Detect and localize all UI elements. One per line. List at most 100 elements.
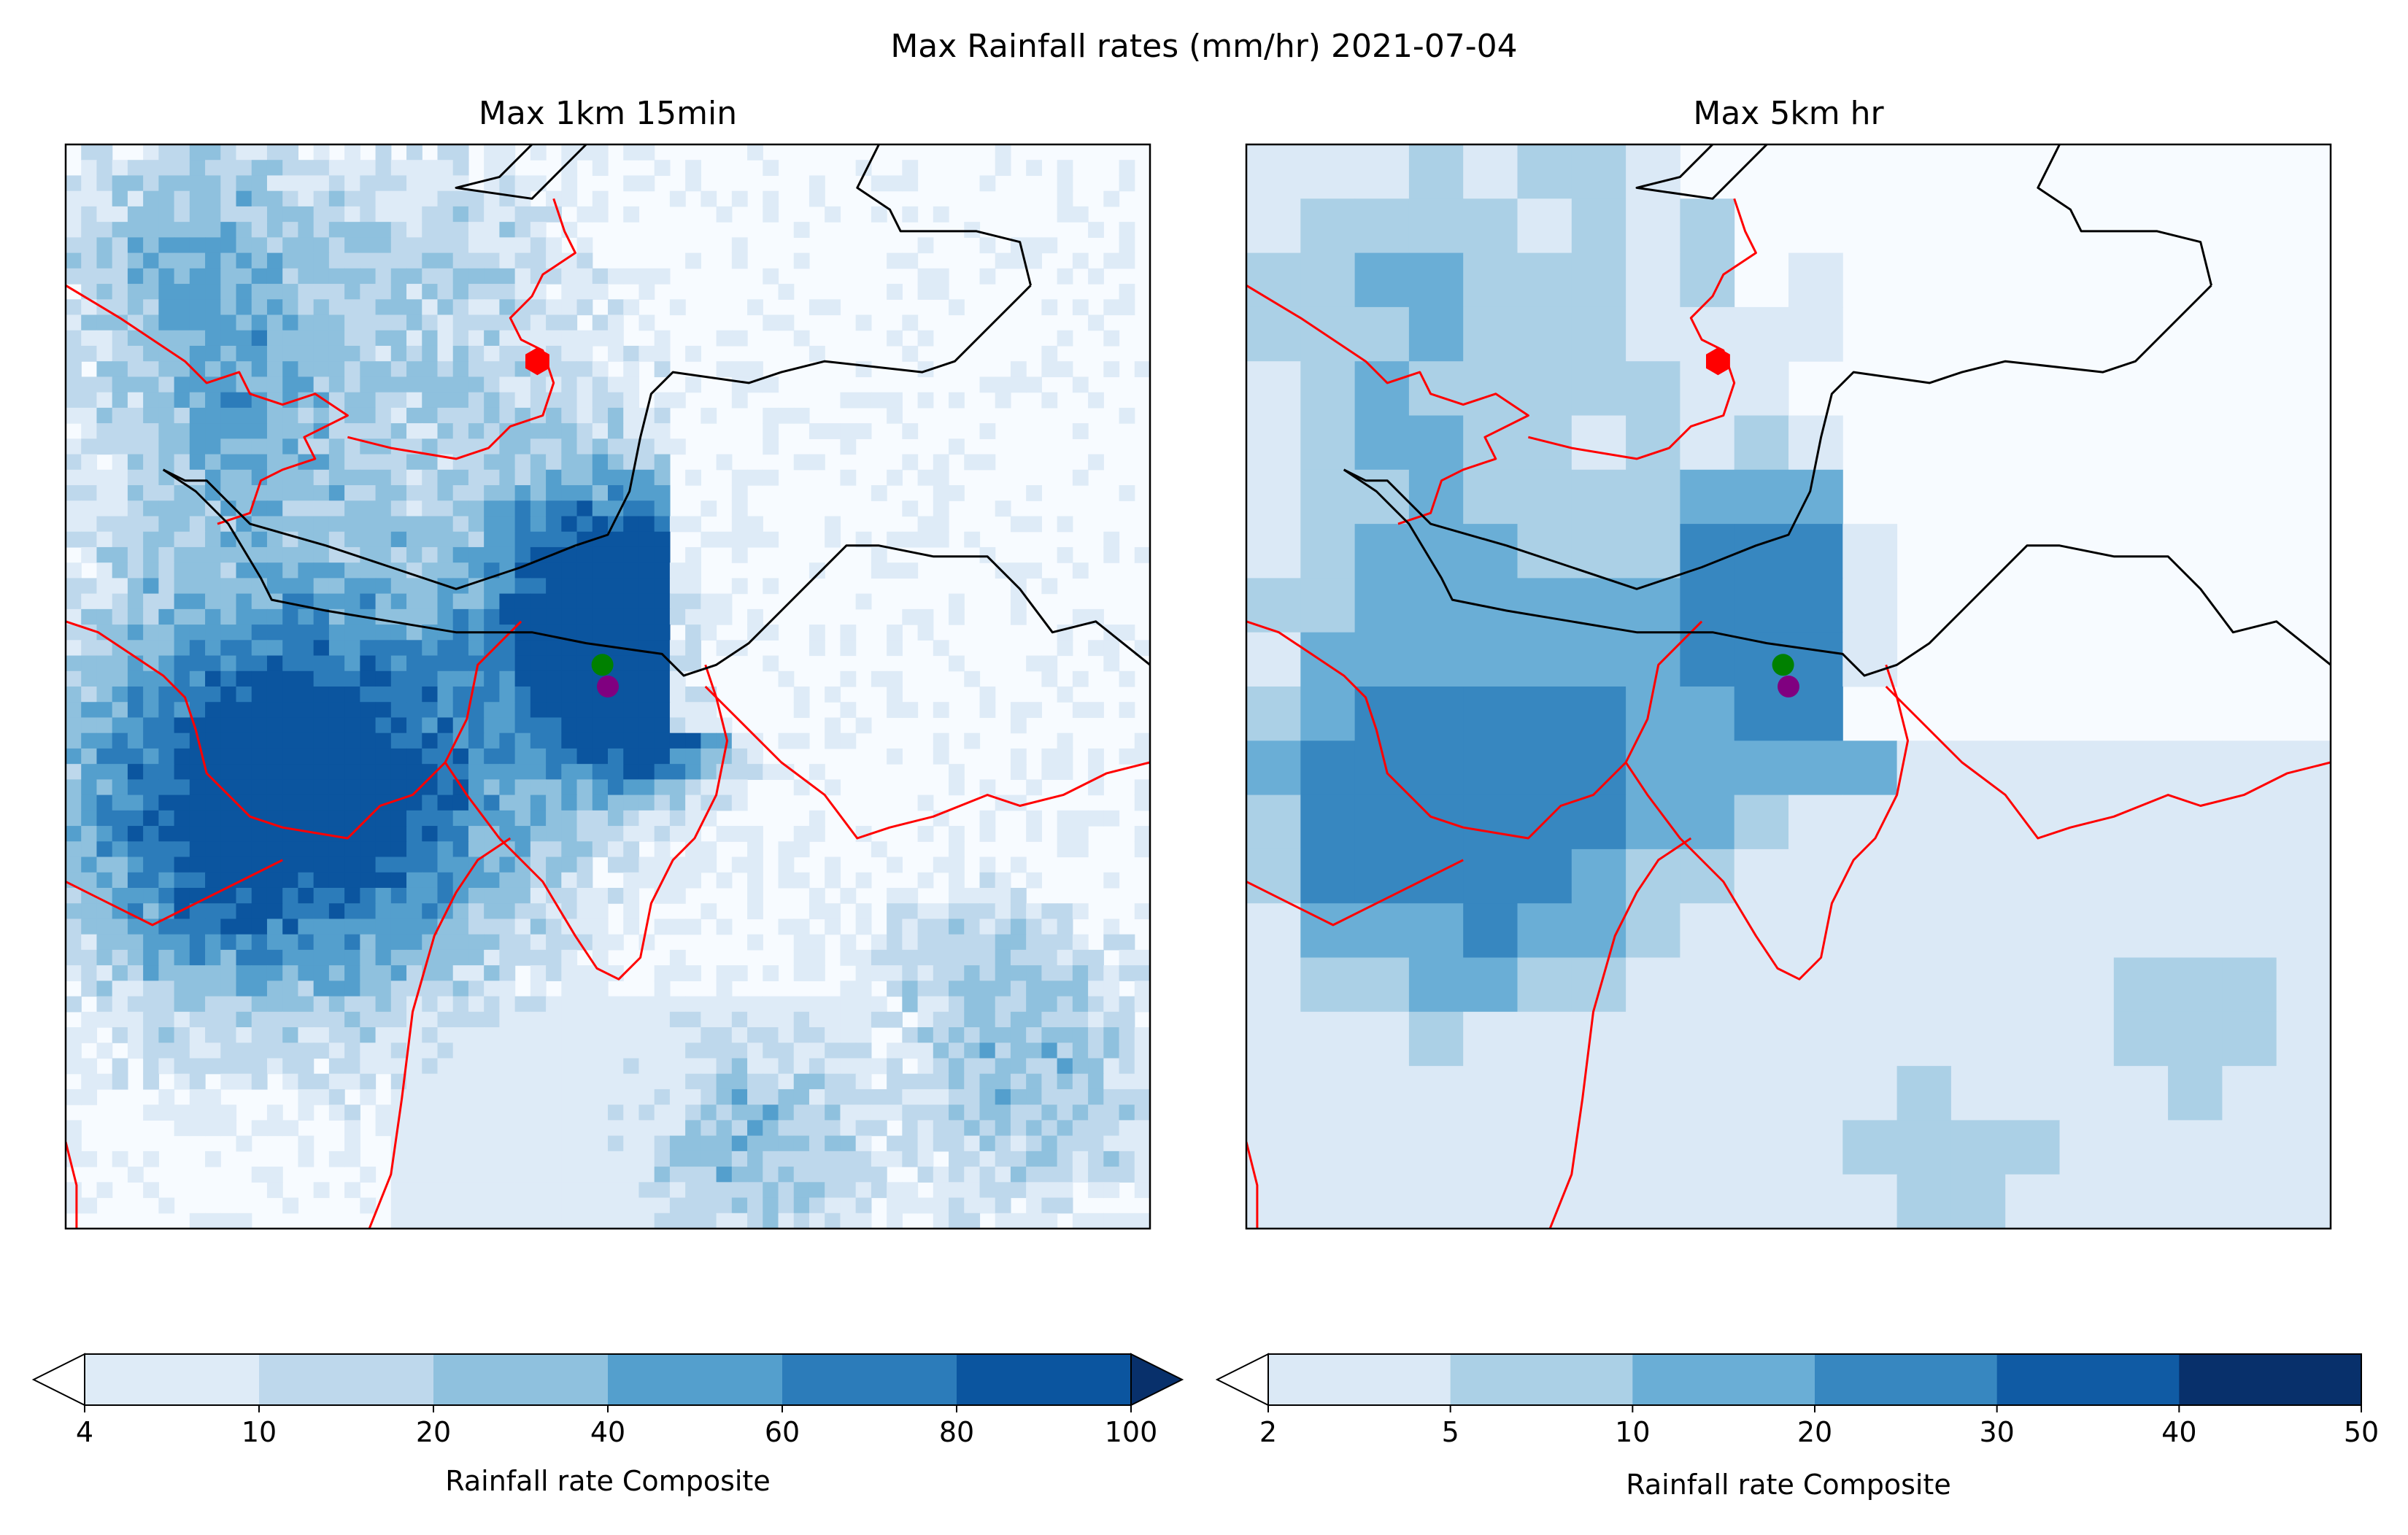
left-rain-cell bbox=[189, 500, 206, 517]
left-rain-cell bbox=[158, 1058, 175, 1075]
left-rain-cell bbox=[964, 919, 981, 935]
right-rain-cell bbox=[1517, 361, 1572, 416]
left-rain-cell bbox=[763, 1213, 779, 1229]
left-rain-cell bbox=[375, 1011, 392, 1028]
left-rain-cell bbox=[205, 1213, 221, 1229]
left-rain-cell bbox=[964, 1167, 981, 1183]
left-rain-cell bbox=[592, 608, 609, 625]
left-rain-cell bbox=[561, 144, 578, 161]
left-rain-cell bbox=[112, 764, 128, 780]
left-rain-cell bbox=[685, 593, 701, 610]
right-rain-cell bbox=[1842, 524, 1898, 579]
left-rain-cell bbox=[855, 531, 872, 548]
left-rain-cell bbox=[220, 206, 237, 223]
left-rain-cell bbox=[375, 578, 392, 595]
left-rain-cell bbox=[484, 438, 500, 455]
left-rain-cell bbox=[825, 1182, 841, 1199]
left-rain-cell bbox=[638, 1105, 655, 1121]
left-rain-cell bbox=[1057, 965, 1073, 981]
left-rain-cell bbox=[855, 965, 872, 981]
left-rain-cell bbox=[1072, 702, 1089, 719]
right-rain-cell bbox=[1517, 687, 1572, 741]
left-rain-cell bbox=[484, 160, 500, 177]
left-rain-cell bbox=[561, 934, 578, 951]
left-rain-cell bbox=[484, 965, 500, 981]
left-rain-cell bbox=[747, 376, 763, 393]
left-rain-cell bbox=[654, 531, 671, 548]
left-rain-cell bbox=[127, 562, 144, 579]
left-rain-cell bbox=[638, 144, 655, 161]
left-rain-cell bbox=[546, 934, 562, 951]
left-rain-cell bbox=[406, 965, 422, 981]
left-rain-cell bbox=[81, 640, 98, 657]
left-rain-cell bbox=[638, 794, 655, 811]
left-rain-cell bbox=[917, 516, 934, 533]
left-rain-cell bbox=[1103, 252, 1120, 269]
left-rain-cell bbox=[158, 887, 175, 904]
left-rain-cell bbox=[763, 423, 779, 439]
right-rain-cell bbox=[1463, 903, 1518, 958]
colorbar-segment bbox=[85, 1354, 260, 1405]
left-rain-cell bbox=[685, 252, 701, 269]
left-rain-cell bbox=[669, 1213, 686, 1229]
right-rain-cell bbox=[2168, 1174, 2223, 1229]
left-rain-cell bbox=[576, 841, 593, 858]
left-rain-cell bbox=[375, 764, 392, 780]
left-rain-cell bbox=[546, 640, 562, 657]
left-rain-cell bbox=[328, 438, 345, 455]
left-rain-cell bbox=[1057, 748, 1073, 765]
left-rain-cell bbox=[1041, 949, 1058, 966]
left-rain-cell bbox=[422, 748, 439, 765]
left-rain-cell bbox=[81, 748, 98, 765]
right-rain-cell bbox=[1463, 144, 1518, 199]
left-rain-cell bbox=[143, 872, 159, 889]
left-rain-cell bbox=[638, 608, 655, 625]
left-rain-cell bbox=[220, 1073, 237, 1090]
left-rain-cell bbox=[964, 949, 981, 966]
left-rain-cell bbox=[236, 702, 252, 719]
left-rain-cell bbox=[530, 748, 547, 765]
left-rain-cell bbox=[793, 1167, 810, 1183]
left-rain-cell bbox=[360, 160, 377, 177]
left-rain-cell bbox=[452, 392, 469, 409]
left-rain-cell bbox=[499, 903, 516, 920]
left-rain-cell bbox=[266, 903, 283, 920]
left-rain-cell bbox=[298, 299, 314, 316]
left-rain-cell bbox=[390, 764, 407, 780]
coastline bbox=[163, 285, 1032, 590]
left-rain-cell bbox=[158, 779, 175, 796]
left-rain-cell bbox=[360, 794, 377, 811]
left-rain-cell bbox=[220, 1027, 237, 1043]
right-rain-cell bbox=[1788, 794, 1843, 850]
left-rain-cell bbox=[390, 500, 407, 517]
left-rain-cell bbox=[716, 1043, 733, 1059]
left-rain-cell bbox=[174, 407, 190, 424]
left-rain-cell bbox=[66, 717, 82, 734]
right-rain-cell bbox=[1950, 741, 2006, 796]
left-rain-cell bbox=[778, 1043, 795, 1059]
left-rain-cell bbox=[1088, 392, 1104, 409]
left-rain-cell bbox=[174, 454, 190, 471]
left-rain-cell bbox=[669, 748, 686, 765]
left-rain-cell bbox=[344, 810, 360, 827]
right-rain-cell bbox=[1571, 252, 1626, 308]
left-rain-cell bbox=[887, 1058, 903, 1075]
left-rain-cell bbox=[158, 919, 175, 935]
left-rain-cell bbox=[1134, 949, 1150, 966]
left-rain-cell bbox=[468, 608, 485, 625]
left-rain-cell bbox=[917, 284, 934, 300]
left-rain-cell bbox=[484, 268, 500, 285]
left-rain-cell bbox=[251, 608, 268, 625]
left-rain-cell bbox=[623, 625, 640, 641]
left-rain-cell bbox=[313, 841, 330, 858]
left-rain-cell bbox=[298, 965, 314, 981]
country-border-line bbox=[1246, 859, 1464, 927]
left-rain-cell bbox=[685, 516, 701, 533]
left-rain-cell bbox=[143, 190, 159, 207]
left-rain-cell bbox=[855, 1105, 872, 1121]
left-rain-cell bbox=[422, 857, 439, 873]
left-rain-cell bbox=[66, 531, 82, 548]
left-rain-cell bbox=[375, 965, 392, 981]
left-rain-cell bbox=[298, 160, 314, 177]
left-rain-cell bbox=[468, 841, 485, 858]
